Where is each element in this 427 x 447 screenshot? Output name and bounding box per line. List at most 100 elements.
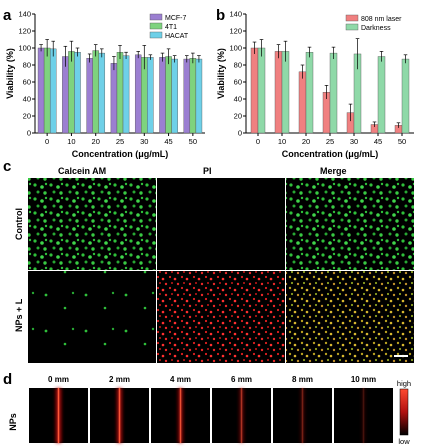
- y-tick-label: 60: [23, 78, 31, 87]
- laser-line: [240, 388, 243, 443]
- legend-swatch: [149, 31, 163, 39]
- legend-swatch: [149, 13, 163, 21]
- depth-label: 2 mm: [109, 375, 130, 384]
- depth-label: 10 mm: [351, 375, 376, 384]
- bar: [74, 52, 81, 134]
- bar: [183, 58, 191, 134]
- bar: [250, 47, 259, 134]
- intensity-colorbar: [399, 388, 409, 436]
- col-label-merge: Merge: [320, 166, 347, 176]
- x-tick-label: 10: [67, 137, 75, 146]
- x-tick-label: 0: [45, 137, 49, 146]
- bar: [329, 52, 338, 134]
- legend-swatch: [149, 22, 163, 30]
- panel-letter-c: c: [3, 158, 11, 175]
- laser-line: [118, 388, 121, 443]
- legend-label: Darkness: [361, 25, 391, 32]
- y-tick-label: 140: [18, 10, 31, 19]
- bar: [92, 50, 99, 134]
- y-tick-label: 0: [238, 129, 242, 138]
- y-axis-title: Viability (%): [216, 48, 226, 99]
- y-tick-label: 120: [18, 27, 31, 36]
- micrograph-control-pi: [157, 178, 285, 270]
- y-tick-label: 100: [229, 44, 242, 53]
- bar: [68, 51, 75, 134]
- laser-glow: [300, 388, 305, 443]
- x-tick-label: 50: [189, 137, 197, 146]
- panel-d-penetration-depth: NPs high low 0 mm 2 mm 4 mm 6 mm 8 mm 10 mm: [8, 375, 411, 446]
- bar: [257, 47, 266, 134]
- panel-letter-b: b: [216, 7, 225, 24]
- micrograph-npsl-pi: [157, 271, 285, 363]
- y-tick-label: 40: [23, 95, 31, 104]
- laser-line: [362, 388, 365, 443]
- legend-swatch: [345, 23, 359, 31]
- bar: [159, 57, 166, 134]
- bar: [165, 56, 172, 134]
- micrograph-control-merge: [286, 178, 414, 270]
- col-label-calcein: Calcein AM: [58, 166, 106, 176]
- micrograph-npsl-merge: [286, 271, 414, 363]
- x-tick-label: 25: [116, 137, 124, 146]
- y-tick-label: 0: [27, 129, 31, 138]
- x-tick-label: 20: [302, 137, 310, 146]
- bar: [147, 57, 154, 134]
- row-label-nps-l: NPs + L: [14, 298, 24, 332]
- legend-swatch: [345, 14, 359, 22]
- row-label-nps: NPs: [8, 413, 18, 431]
- bar: [305, 52, 314, 134]
- x-tick-label: 45: [164, 137, 172, 146]
- x-axis-title: Concentration (μg/mL): [282, 149, 379, 159]
- panel-c-fluorescence-grid: Calcein AM PI Merge Control NPs + L: [14, 166, 414, 363]
- y-tick-label: 60: [234, 78, 242, 87]
- x-axis-title: Concentration (μg/mL): [72, 149, 169, 159]
- y-tick-label: 120: [229, 27, 242, 36]
- depth-label: 8 mm: [292, 375, 313, 384]
- x-tick-label: 45: [374, 137, 382, 146]
- panel-letter-a: a: [3, 7, 12, 24]
- bar: [122, 55, 130, 134]
- x-tick-label: 0: [256, 137, 260, 146]
- bar: [274, 51, 283, 134]
- y-tick-label: 100: [18, 44, 31, 53]
- depth-label: 0 mm: [48, 375, 69, 384]
- bar: [195, 58, 203, 134]
- x-tick-label: 30: [350, 137, 358, 146]
- colorbar-high-label: high: [397, 379, 411, 388]
- col-label-pi: PI: [203, 166, 212, 176]
- depth-label: 6 mm: [231, 375, 252, 384]
- y-tick-label: 20: [23, 112, 31, 121]
- bar: [62, 56, 69, 134]
- y-axis-title: Viability (%): [5, 48, 15, 99]
- bar: [37, 47, 45, 134]
- bar: [134, 54, 142, 134]
- bar: [171, 58, 178, 134]
- legend-label: 4T1: [165, 24, 177, 31]
- legend-label: 808 nm laser: [361, 16, 402, 23]
- bar: [98, 52, 106, 134]
- bar: [43, 47, 51, 134]
- bar: [298, 71, 307, 134]
- bar: [401, 58, 410, 134]
- legend-label: MCF-7: [165, 15, 186, 22]
- bar: [110, 63, 118, 134]
- depth-label: 4 mm: [170, 375, 191, 384]
- panel-letter-d: d: [3, 371, 12, 388]
- y-tick-label: 80: [23, 61, 31, 70]
- laser-line: [179, 388, 182, 443]
- bar: [189, 58, 197, 134]
- x-tick-label: 30: [140, 137, 148, 146]
- x-tick-label: 10: [278, 137, 286, 146]
- x-tick-label: 50: [398, 137, 406, 146]
- laser-line: [57, 388, 60, 443]
- y-tick-label: 140: [229, 10, 242, 19]
- row-label-control: Control: [14, 208, 24, 240]
- y-tick-label: 40: [234, 95, 242, 104]
- micrograph-npsl-calcein: [28, 271, 156, 363]
- micrograph-control-calcein: [28, 178, 156, 270]
- bar: [116, 52, 124, 134]
- laser-glow: [361, 388, 366, 443]
